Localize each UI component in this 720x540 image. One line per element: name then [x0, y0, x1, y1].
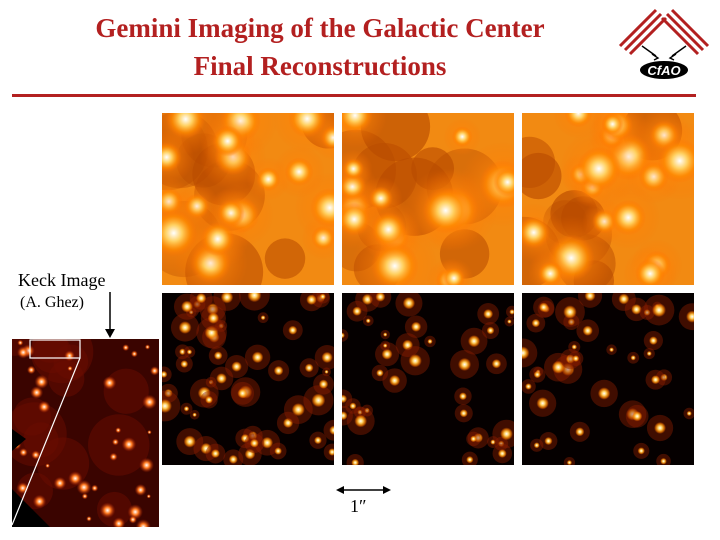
top-reconstruction-2 [342, 113, 514, 285]
keck-pointer-arrowhead [105, 329, 115, 338]
page-title: Gemini Imaging of the Galactic Center [95, 13, 545, 43]
page-subtitle: Final Reconstructions [193, 51, 447, 81]
svg-text:CfAO: CfAO [647, 63, 680, 78]
top-reconstruction-1 [162, 113, 334, 285]
keck-image-credit: (A. Ghez) [20, 294, 84, 311]
bottom-reconstruction-3 [522, 293, 694, 465]
scale-bar-left-arrowhead [336, 486, 344, 494]
cfao-logo: CfAO [612, 4, 716, 80]
scale-bar-right-arrowhead [383, 486, 391, 494]
bottom-reconstruction-1 [162, 293, 334, 465]
scale-bar-label: 1″ [350, 496, 367, 516]
cfao-logo-icon: CfAO [618, 8, 710, 79]
title-divider [12, 94, 696, 97]
bottom-reconstruction-2 [342, 293, 514, 465]
top-reconstruction-3 [522, 113, 694, 285]
keck-image [12, 339, 159, 527]
keck-image-label: Keck Image [18, 270, 106, 290]
